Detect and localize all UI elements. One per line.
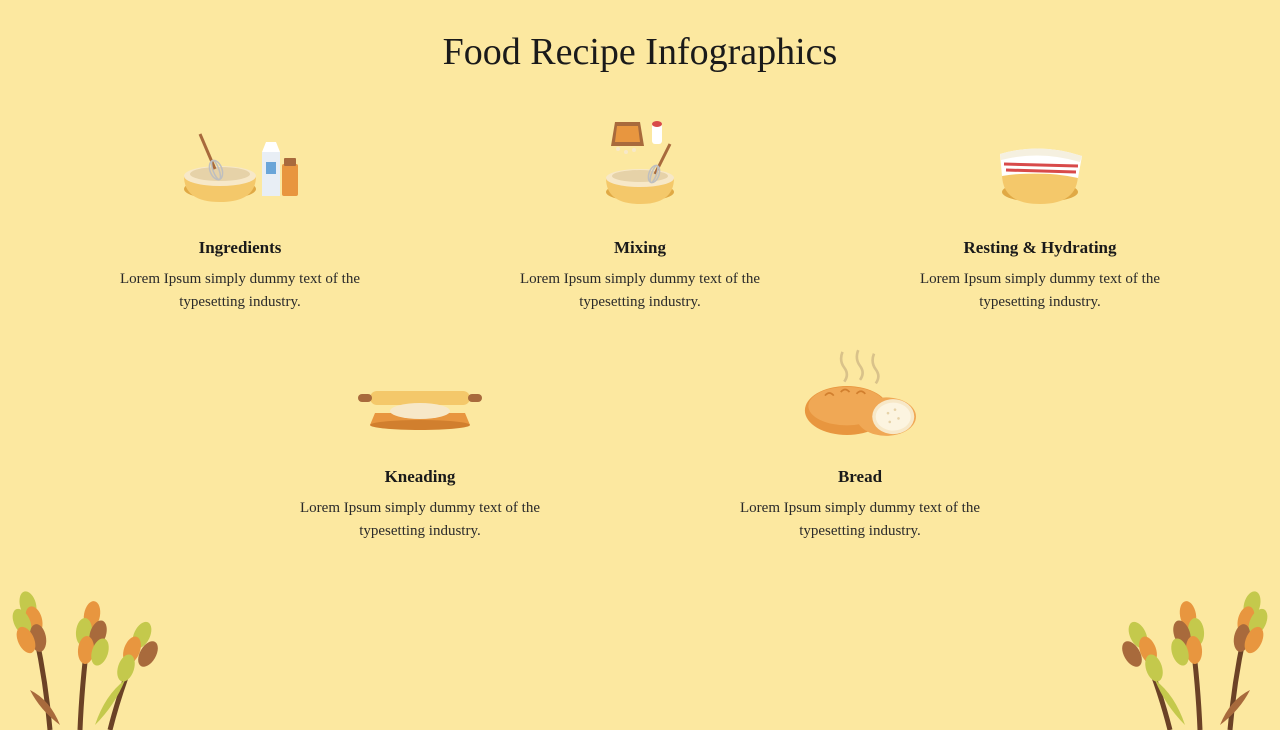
step-title: Ingredients [199, 238, 282, 258]
step-desc: Lorem Ipsum simply dummy text of the typ… [510, 268, 770, 313]
wheat-decoration-left [0, 550, 170, 730]
ingredients-icon [170, 114, 310, 214]
step-ingredients: Ingredients Lorem Ipsum simply dummy tex… [110, 114, 370, 313]
resting-icon [970, 114, 1110, 214]
step-desc: Lorem Ipsum simply dummy text of the typ… [290, 497, 550, 542]
step-desc: Lorem Ipsum simply dummy text of the typ… [110, 268, 370, 313]
step-title: Kneading [385, 467, 456, 487]
steps-row-top: Ingredients Lorem Ipsum simply dummy tex… [0, 114, 1280, 313]
step-kneading: Kneading Lorem Ipsum simply dummy text o… [290, 343, 550, 542]
kneading-icon [350, 343, 490, 443]
step-title: Mixing [614, 238, 666, 258]
wheat-decoration-right [1110, 550, 1280, 730]
step-title: Resting & Hydrating [964, 238, 1117, 258]
step-desc: Lorem Ipsum simply dummy text of the typ… [730, 497, 990, 542]
step-desc: Lorem Ipsum simply dummy text of the typ… [910, 268, 1170, 313]
steps-row-bottom: Kneading Lorem Ipsum simply dummy text o… [0, 343, 1280, 542]
step-resting: Resting & Hydrating Lorem Ipsum simply d… [910, 114, 1170, 313]
step-mixing: Mixing Lorem Ipsum simply dummy text of … [510, 114, 770, 313]
step-title: Bread [838, 467, 882, 487]
bread-icon [790, 343, 930, 443]
page-title: Food Recipe Infographics [0, 0, 1280, 84]
mixing-icon [570, 114, 710, 214]
step-bread: Bread Lorem Ipsum simply dummy text of t… [730, 343, 990, 542]
